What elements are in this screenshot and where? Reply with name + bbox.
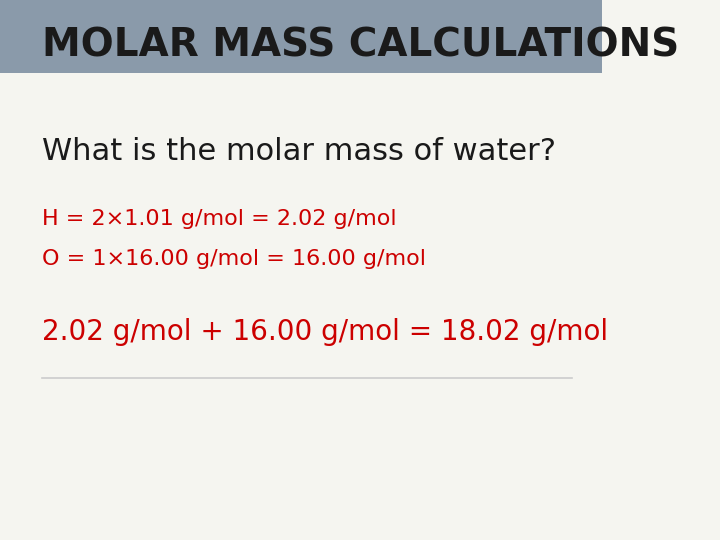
Text: MOLAR MASS CALCULATIONS: MOLAR MASS CALCULATIONS (42, 27, 680, 65)
Text: 2.02 g/mol + 16.00 g/mol = 18.02 g/mol: 2.02 g/mol + 16.00 g/mol = 18.02 g/mol (42, 318, 608, 346)
Text: H = 2×1.01 g/mol = 2.02 g/mol: H = 2×1.01 g/mol = 2.02 g/mol (42, 208, 397, 229)
Text: O = 1×16.00 g/mol = 16.00 g/mol: O = 1×16.00 g/mol = 16.00 g/mol (42, 249, 426, 269)
Text: What is the molar mass of water?: What is the molar mass of water? (42, 137, 556, 166)
FancyBboxPatch shape (0, 0, 602, 73)
